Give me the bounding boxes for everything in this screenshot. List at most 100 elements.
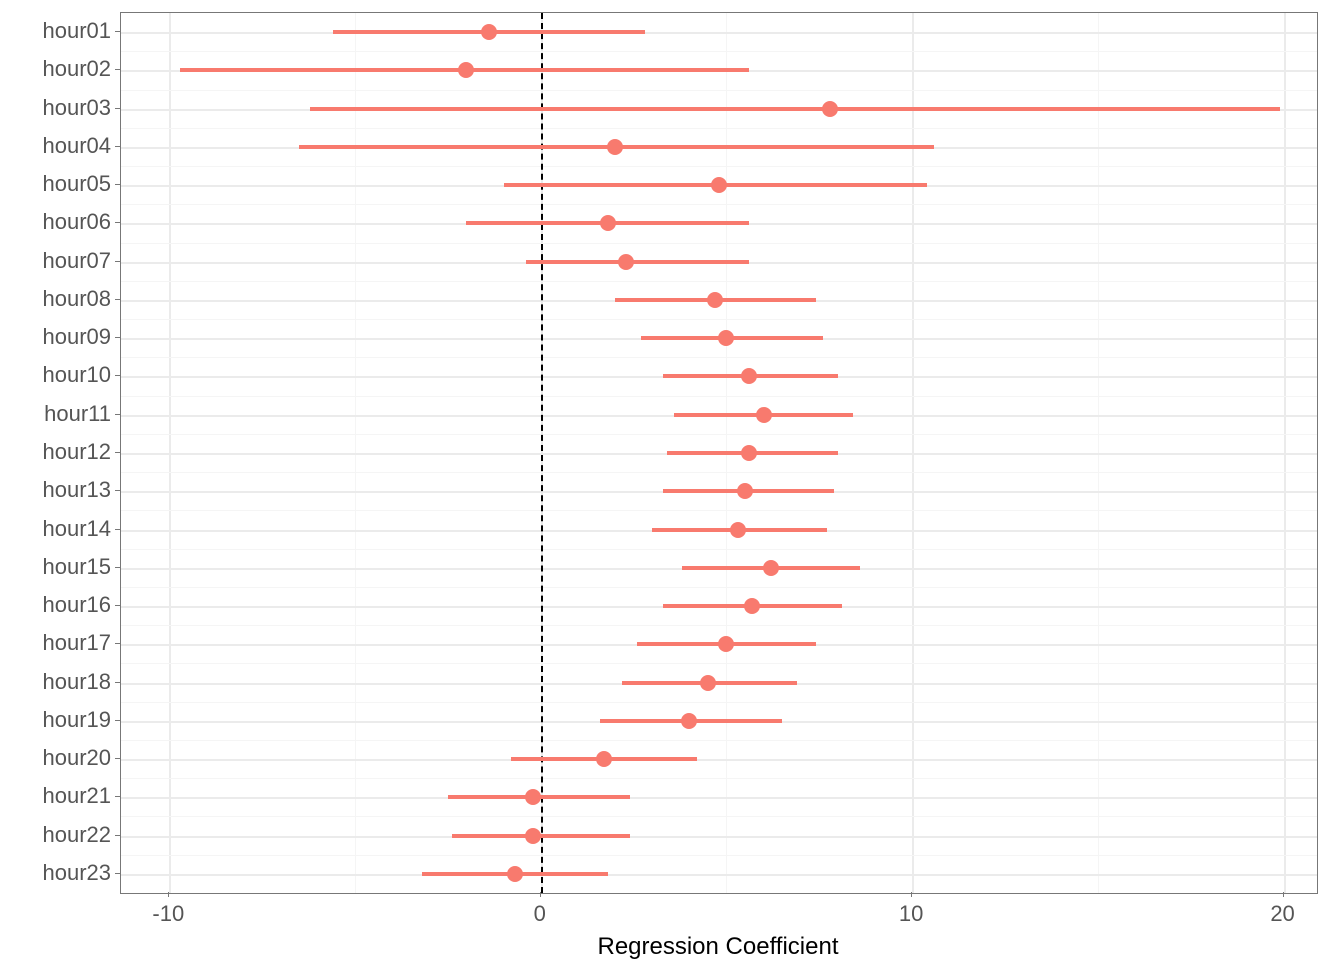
point-estimate	[711, 177, 727, 193]
x-tick-mark	[540, 892, 541, 897]
y-tick-mark	[115, 222, 120, 223]
point-estimate	[822, 101, 838, 117]
y-tick-mark	[115, 69, 120, 70]
gridline-minor-h	[121, 816, 1317, 817]
point-estimate	[730, 522, 746, 538]
gridline-minor-h	[121, 778, 1317, 779]
gridline-minor-h	[121, 319, 1317, 320]
gridline-major-h	[121, 32, 1317, 34]
errorbar	[526, 260, 749, 264]
y-tick-label: hour11	[44, 401, 111, 427]
y-tick-label: hour03	[42, 95, 111, 121]
y-tick-mark	[115, 567, 120, 568]
y-tick-mark	[115, 146, 120, 147]
y-tick-mark	[115, 529, 120, 530]
y-tick-mark	[115, 108, 120, 109]
gridline-minor-h	[121, 166, 1317, 167]
gridline-minor-h	[121, 663, 1317, 664]
y-tick-mark	[115, 758, 120, 759]
gridline-minor-h	[121, 625, 1317, 626]
point-estimate	[741, 368, 757, 384]
point-estimate	[596, 751, 612, 767]
y-tick-mark	[115, 375, 120, 376]
y-tick-label: hour06	[42, 209, 111, 235]
y-tick-label: hour09	[42, 324, 111, 350]
point-estimate	[718, 636, 734, 652]
y-tick-label: hour19	[42, 707, 111, 733]
gridline-minor-h	[121, 51, 1317, 52]
gridline-major-h	[121, 874, 1317, 876]
point-estimate	[607, 139, 623, 155]
y-tick-mark	[115, 835, 120, 836]
point-estimate	[756, 407, 772, 423]
y-tick-label: hour07	[42, 248, 111, 274]
y-tick-label: hour13	[42, 477, 111, 503]
x-tick-label: 0	[534, 901, 546, 927]
point-estimate	[744, 598, 760, 614]
gridline-minor-h	[121, 434, 1317, 435]
gridline-minor-h	[121, 281, 1317, 282]
y-tick-mark	[115, 643, 120, 644]
x-tick-label: 10	[899, 901, 923, 927]
gridline-major-h	[121, 759, 1317, 761]
y-tick-label: hour12	[42, 439, 111, 465]
y-tick-label: hour20	[42, 745, 111, 771]
x-tick-label: -10	[152, 901, 184, 927]
gridline-minor-h	[121, 357, 1317, 358]
gridline-minor-h	[121, 128, 1317, 129]
point-estimate	[741, 445, 757, 461]
y-tick-label: hour05	[42, 171, 111, 197]
point-estimate	[707, 292, 723, 308]
y-tick-label: hour01	[42, 18, 111, 44]
gridline-minor-h	[121, 243, 1317, 244]
y-tick-label: hour10	[42, 362, 111, 388]
point-estimate	[481, 24, 497, 40]
y-tick-label: hour15	[42, 554, 111, 580]
gridline-minor-h	[121, 740, 1317, 741]
plot-panel	[120, 12, 1318, 894]
point-estimate	[700, 675, 716, 691]
y-tick-label: hour18	[42, 669, 111, 695]
y-tick-label: hour08	[42, 286, 111, 312]
x-tick-label: 20	[1270, 901, 1294, 927]
y-tick-mark	[115, 184, 120, 185]
point-estimate	[681, 713, 697, 729]
point-estimate	[507, 866, 523, 882]
y-tick-mark	[115, 414, 120, 415]
point-estimate	[525, 828, 541, 844]
point-estimate	[525, 789, 541, 805]
errorbar	[310, 107, 1279, 111]
y-tick-label: hour04	[42, 133, 111, 159]
x-tick-mark	[911, 892, 912, 897]
point-estimate	[600, 215, 616, 231]
coefficient-forest-plot: Regression Coefficient hour01 hour02 hour0…	[0, 0, 1344, 960]
gridline-minor-h	[121, 510, 1317, 511]
y-tick-label: hour02	[42, 56, 111, 82]
y-tick-mark	[115, 452, 120, 453]
y-tick-mark	[115, 490, 120, 491]
y-tick-mark	[115, 337, 120, 338]
point-estimate	[763, 560, 779, 576]
gridline-minor-h	[121, 702, 1317, 703]
y-tick-mark	[115, 299, 120, 300]
y-tick-label: hour14	[42, 516, 111, 542]
gridline-minor-h	[121, 396, 1317, 397]
y-tick-label: hour22	[42, 822, 111, 848]
point-estimate	[718, 330, 734, 346]
y-tick-mark	[115, 261, 120, 262]
gridline-major-h	[121, 836, 1317, 838]
gridline-minor-h	[121, 472, 1317, 473]
gridline-major-h	[121, 797, 1317, 799]
y-tick-label: hour16	[42, 592, 111, 618]
gridline-minor-h	[121, 587, 1317, 588]
x-axis-label: Regression Coefficient	[597, 933, 838, 961]
gridline-minor-h	[121, 90, 1317, 91]
point-estimate	[618, 254, 634, 270]
y-tick-mark	[115, 682, 120, 683]
y-tick-label: hour17	[42, 630, 111, 656]
point-estimate	[458, 62, 474, 78]
y-tick-mark	[115, 720, 120, 721]
y-tick-mark	[115, 31, 120, 32]
y-tick-mark	[115, 605, 120, 606]
y-tick-mark	[115, 796, 120, 797]
